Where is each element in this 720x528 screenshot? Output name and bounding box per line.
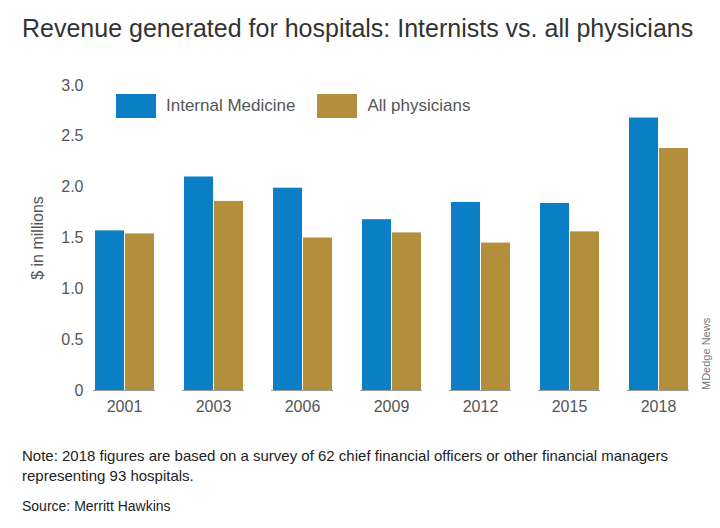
svg-text:2.5: 2.5: [61, 127, 83, 144]
svg-text:2015: 2015: [552, 398, 588, 415]
svg-text:$ in millions: $ in millions: [29, 196, 46, 280]
html-text:Note: 2018 figures are based o: Note: 2018 figures are based on a survey…: [22, 447, 668, 484]
html-text:Source: Merritt Hawkins: Source: Merritt Hawkins: [22, 498, 171, 514]
svg-text:2.0: 2.0: [61, 178, 83, 195]
svg-text:0.5: 0.5: [61, 331, 83, 348]
svg-text:0: 0: [75, 382, 84, 399]
svg-text:2006: 2006: [285, 398, 321, 415]
html-text:All physicians: All physicians: [367, 96, 471, 115]
svg-text:2012: 2012: [463, 398, 499, 415]
html-text:Internal Medicine: Internal Medicine: [166, 96, 296, 115]
html-text:MDedge News: MDedge News: [700, 317, 712, 390]
svg-text:1.0: 1.0: [61, 280, 83, 297]
svg-text:2009: 2009: [374, 398, 410, 415]
html-text:Revenue generated for hospital: Revenue generated for hospitals: Interni…: [22, 14, 694, 42]
svg-text:1.5: 1.5: [61, 229, 83, 246]
svg-text:2018: 2018: [641, 398, 677, 415]
svg-text:3.0: 3.0: [61, 77, 83, 94]
svg-text:2003: 2003: [196, 398, 232, 415]
svg-text:2001: 2001: [107, 398, 143, 415]
